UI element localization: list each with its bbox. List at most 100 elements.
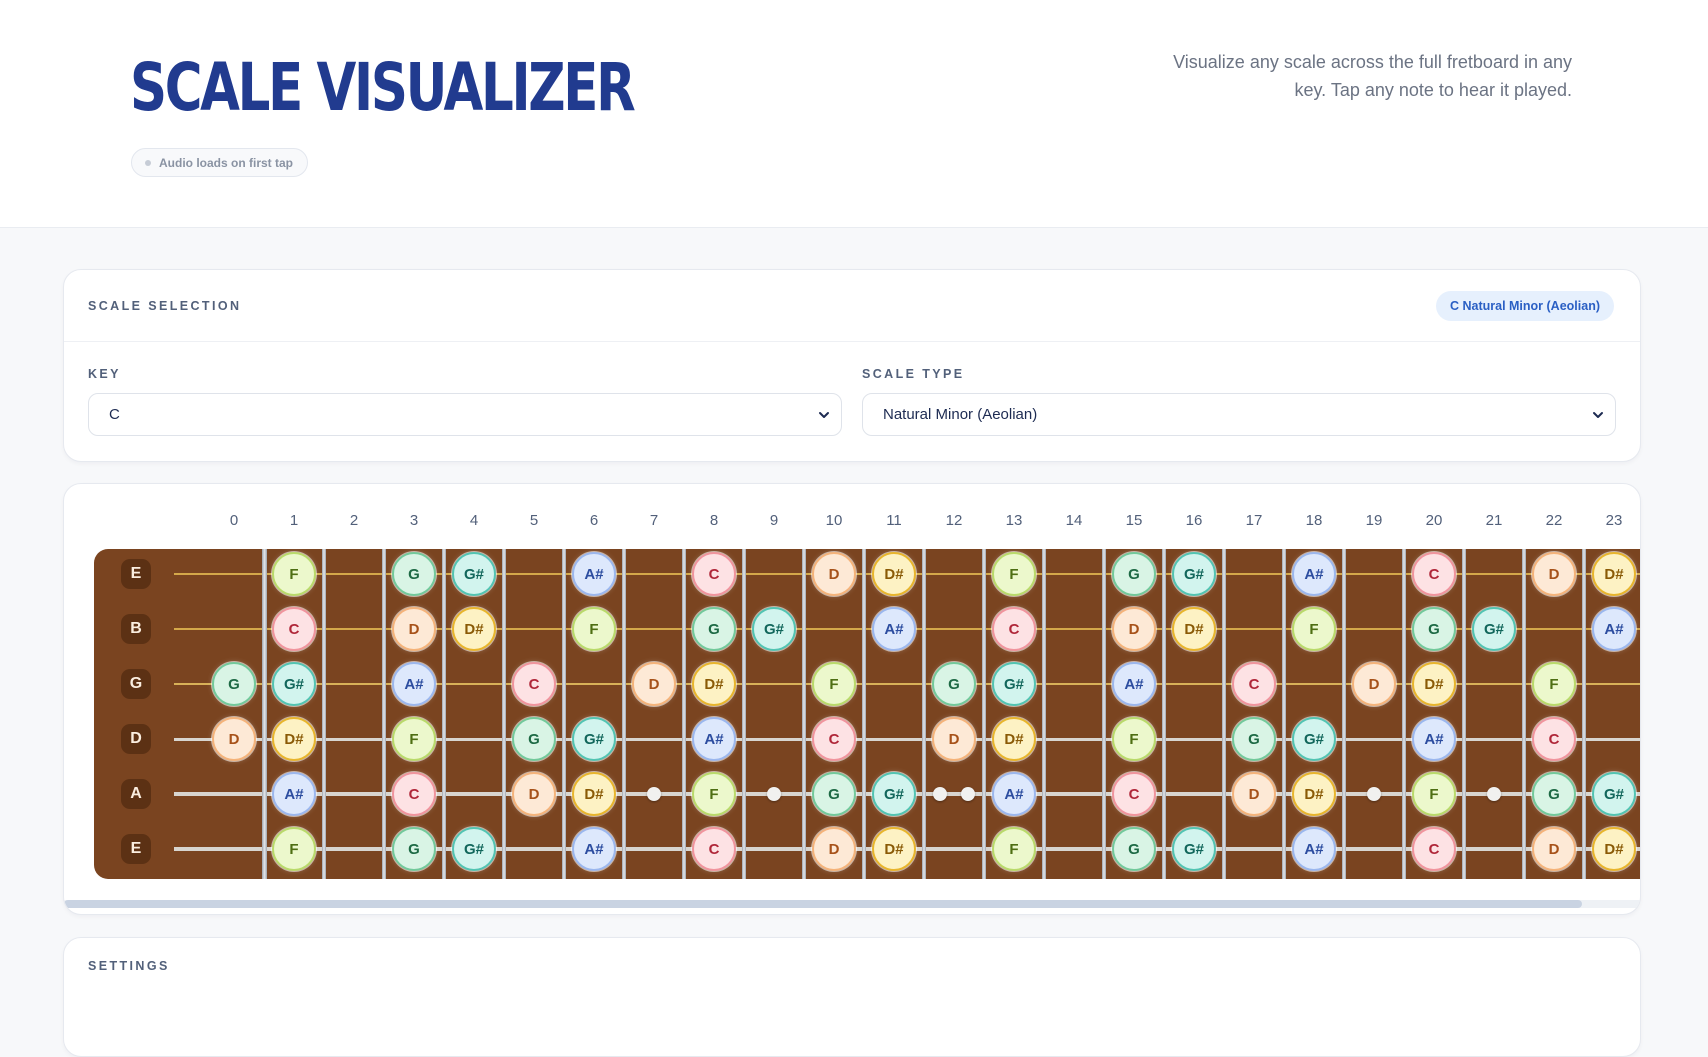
note-marker[interactable]: G#	[1172, 827, 1216, 871]
note-marker[interactable]: F	[692, 772, 736, 816]
note-marker[interactable]: A#	[1292, 552, 1336, 596]
note-marker[interactable]: D	[1532, 827, 1576, 871]
note-marker[interactable]: D#	[572, 772, 616, 816]
note-marker[interactable]: A#	[1112, 662, 1156, 706]
note-marker[interactable]: A#	[272, 772, 316, 816]
note-marker[interactable]: G#	[452, 827, 496, 871]
note-marker[interactable]: C	[992, 607, 1036, 651]
note-marker[interactable]: F	[572, 607, 616, 651]
note-marker[interactable]: G#	[452, 552, 496, 596]
note-marker[interactable]: G#	[1172, 552, 1216, 596]
note-marker[interactable]: G	[1532, 772, 1576, 816]
note-marker[interactable]: D#	[1592, 552, 1636, 596]
fret-number: 4	[469, 512, 479, 529]
fret-wire	[1222, 549, 1226, 879]
note-marker[interactable]: C	[1412, 827, 1456, 871]
note-marker[interactable]: G	[1232, 717, 1276, 761]
fret-wire	[802, 549, 806, 879]
note-marker[interactable]: D	[1532, 552, 1576, 596]
scrollbar-thumb[interactable]	[64, 900, 1582, 908]
note-marker[interactable]: G	[812, 772, 856, 816]
note-marker[interactable]: C	[1112, 772, 1156, 816]
note-marker[interactable]: G	[392, 827, 436, 871]
note-marker[interactable]: C	[512, 662, 556, 706]
note-marker[interactable]: F	[812, 662, 856, 706]
fret-number: 21	[1485, 512, 1503, 529]
note-marker[interactable]: D	[1112, 607, 1156, 651]
scale-type-select[interactable]: Natural Minor (Aeolian)	[862, 393, 1616, 436]
note-marker[interactable]: G#	[1292, 717, 1336, 761]
note-marker[interactable]: G	[212, 662, 256, 706]
note-marker[interactable]: D#	[1172, 607, 1216, 651]
note-marker[interactable]: D#	[692, 662, 736, 706]
fretboard-card: 0123456789101112131415161718192021222324…	[63, 483, 1641, 915]
note-marker[interactable]: F	[272, 552, 316, 596]
note-marker[interactable]: D#	[272, 717, 316, 761]
note-marker[interactable]: D	[1232, 772, 1276, 816]
note-marker[interactable]: C	[272, 607, 316, 651]
note-marker[interactable]: D#	[1292, 772, 1336, 816]
note-marker[interactable]: G	[932, 662, 976, 706]
note-marker[interactable]: A#	[1592, 607, 1636, 651]
note-marker[interactable]: F	[992, 827, 1036, 871]
note-marker[interactable]: G#	[1592, 772, 1636, 816]
note-marker[interactable]: G	[1112, 827, 1156, 871]
scale-type-field: SCALE TYPE Natural Minor (Aeolian)	[862, 367, 1616, 436]
note-marker[interactable]: D	[212, 717, 256, 761]
note-marker[interactable]: G	[1412, 607, 1456, 651]
note-marker[interactable]: F	[992, 552, 1036, 596]
note-marker[interactable]: G#	[872, 772, 916, 816]
note-marker[interactable]: A#	[992, 772, 1036, 816]
note-marker[interactable]: C	[812, 717, 856, 761]
note-marker[interactable]: D#	[872, 552, 916, 596]
note-marker[interactable]: F	[1292, 607, 1336, 651]
note-marker[interactable]: A#	[572, 552, 616, 596]
fretboard-scrollbar[interactable]	[64, 900, 1640, 908]
note-marker[interactable]: C	[692, 827, 736, 871]
note-marker[interactable]: D#	[1592, 827, 1636, 871]
note-marker[interactable]: A#	[872, 607, 916, 651]
note-marker[interactable]: G#	[992, 662, 1036, 706]
note-marker[interactable]: G#	[272, 662, 316, 706]
note-marker[interactable]: C	[1232, 662, 1276, 706]
note-marker[interactable]: F	[1412, 772, 1456, 816]
note-marker[interactable]: D	[392, 607, 436, 651]
fret-number: 19	[1365, 512, 1383, 529]
note-marker[interactable]: D#	[872, 827, 916, 871]
note-marker[interactable]: D	[812, 827, 856, 871]
note-marker[interactable]: D	[932, 717, 976, 761]
key-select-value: C	[109, 406, 120, 423]
note-marker[interactable]: D	[812, 552, 856, 596]
note-marker[interactable]: A#	[572, 827, 616, 871]
note-marker[interactable]: A#	[692, 717, 736, 761]
note-marker[interactable]: G	[692, 607, 736, 651]
fret-number: 1	[289, 512, 299, 529]
note-marker[interactable]: D#	[992, 717, 1036, 761]
note-marker[interactable]: D	[512, 772, 556, 816]
note-marker[interactable]: C	[392, 772, 436, 816]
note-marker[interactable]: D#	[1412, 662, 1456, 706]
note-marker[interactable]: D	[1352, 662, 1396, 706]
note-marker[interactable]: C	[692, 552, 736, 596]
note-marker[interactable]: F	[1532, 662, 1576, 706]
note-marker[interactable]: C	[1412, 552, 1456, 596]
note-marker[interactable]: C	[1532, 717, 1576, 761]
note-marker[interactable]: G#	[1472, 607, 1516, 651]
note-marker[interactable]: G#	[752, 607, 796, 651]
note-marker[interactable]: G	[392, 552, 436, 596]
note-marker[interactable]: F	[392, 717, 436, 761]
note-marker[interactable]: D#	[452, 607, 496, 651]
fret-number: 15	[1125, 512, 1143, 529]
note-marker[interactable]: A#	[392, 662, 436, 706]
note-marker[interactable]: A#	[1292, 827, 1336, 871]
fret-wire	[1042, 549, 1046, 879]
note-marker[interactable]: D	[632, 662, 676, 706]
key-select[interactable]: C	[88, 393, 842, 436]
fret-wire	[1102, 549, 1106, 879]
note-marker[interactable]: G	[512, 717, 556, 761]
note-marker[interactable]: G#	[572, 717, 616, 761]
note-marker[interactable]: G	[1112, 552, 1156, 596]
note-marker[interactable]: F	[1112, 717, 1156, 761]
note-marker[interactable]: A#	[1412, 717, 1456, 761]
note-marker[interactable]: F	[272, 827, 316, 871]
